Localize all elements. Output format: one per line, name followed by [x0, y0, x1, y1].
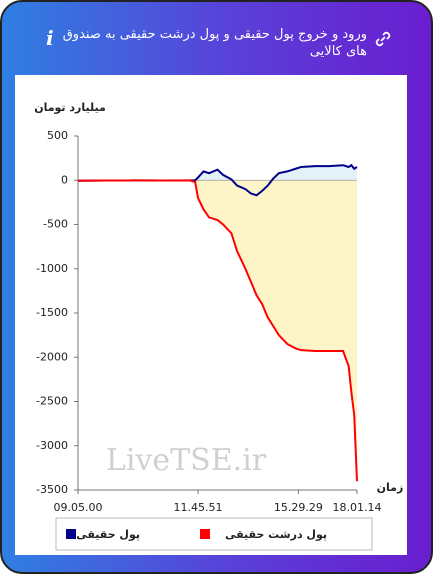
y-tick-label: -1000	[36, 262, 68, 275]
legend-box	[55, 517, 373, 551]
link-icon[interactable]	[374, 30, 392, 48]
watermark: LiveTSE.ir	[106, 443, 267, 478]
x-axis-label: زمان	[377, 481, 404, 494]
series-area	[78, 180, 357, 482]
x-tick-label: 15.29.29	[274, 501, 323, 514]
info-icon[interactable]: i	[46, 26, 54, 50]
y-tick-label: 0	[61, 173, 68, 186]
series-line	[77, 179, 358, 482]
y-tick-label: -1500	[36, 306, 68, 319]
legend-label: پول درشت حقیقی	[225, 528, 327, 541]
x-tick-label: 18.01.14	[333, 501, 382, 514]
x-tick-label: 11.45.51	[173, 501, 222, 514]
y-tick-label: -2500	[36, 395, 68, 408]
card-title: ورود و خروج پول حقیقی و پول درشت حقیقی ب…	[62, 27, 367, 59]
y-tick-label: -3000	[36, 439, 68, 452]
legend-label: پول حقیقی	[76, 528, 140, 541]
y-tick-label: -500	[43, 218, 68, 231]
legend-marker	[200, 529, 210, 539]
y-tick-label: -3500	[36, 483, 68, 496]
x-tick-label: 09.05.00	[54, 501, 103, 514]
y-tick-label: -2000	[36, 350, 68, 363]
y-axis-label: میلیارد تومان	[34, 101, 106, 114]
y-tick-label: 500	[47, 129, 68, 142]
legend-marker	[66, 529, 76, 539]
series-line	[77, 163, 358, 197]
